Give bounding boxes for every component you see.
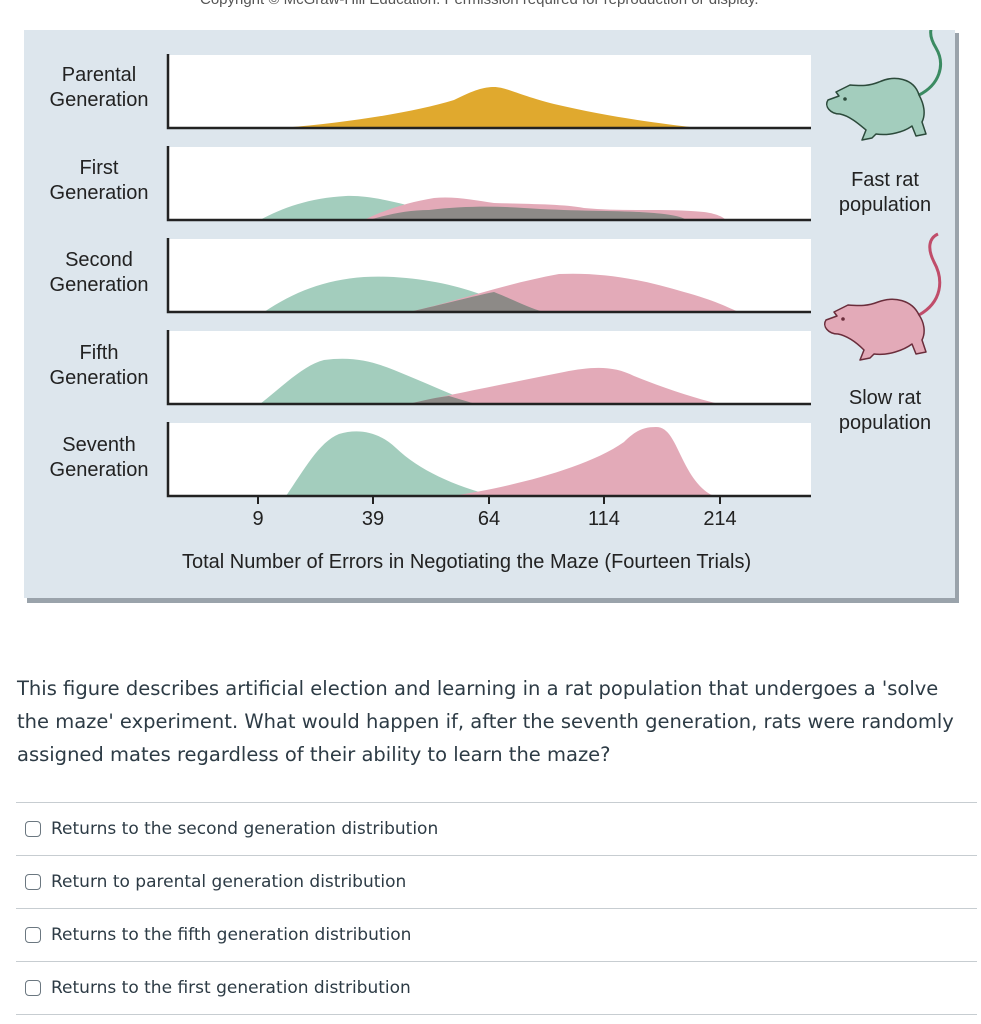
- slow-rat-label-line2: population: [838, 412, 932, 434]
- axis-first: [166, 146, 811, 222]
- answer-radio[interactable]: [25, 980, 41, 996]
- parental-distribution-curve: [282, 87, 699, 128]
- axis-second: [166, 238, 811, 314]
- seventh-gen-slow-curve: [452, 427, 714, 496]
- answer-option-label[interactable]: Return to parental generation distributi…: [51, 872, 407, 892]
- slow-rat-body: [824, 298, 927, 361]
- row-label-parental-line2: Generation: [49, 89, 149, 111]
- seventh-gen-fast-curve: [286, 431, 494, 496]
- fast-rat-label-line1: Fast rat: [851, 169, 919, 191]
- answer-option-second-generation[interactable]: Returns to the second generation distrib…: [16, 803, 977, 856]
- row-label-fifth-line2: Generation: [49, 367, 149, 389]
- question-text: This figure describes artificial electio…: [17, 677, 954, 766]
- answer-option-parental-generation[interactable]: Return to parental generation distributi…: [16, 856, 977, 909]
- row-label-fifth: Fifth Generation: [34, 341, 164, 391]
- answer-option-fifth-generation[interactable]: Returns to the fifth generation distribu…: [16, 909, 977, 962]
- answer-radio[interactable]: [25, 927, 41, 943]
- figure-panel: Parental Generation First Generation Sec…: [24, 30, 955, 598]
- tick-marks: [257, 496, 721, 504]
- figure-copyright-caption: Copyright © McGraw-Hill Education. Permi…: [200, 0, 820, 8]
- tick-label-39: 39: [361, 508, 385, 530]
- row-label-seventh: Seventh Generation: [34, 433, 164, 483]
- answer-option-first-generation[interactable]: Returns to the first generation distribu…: [16, 962, 977, 1015]
- answer-options: Returns to the second generation distrib…: [16, 802, 977, 1015]
- row-label-fifth-line1: Fifth: [79, 342, 119, 364]
- fifth-gen-slow-curve: [409, 367, 719, 404]
- row-label-parental-line1: Parental: [61, 64, 137, 86]
- answer-option-label[interactable]: Returns to the first generation distribu…: [51, 978, 411, 998]
- tick-label-114: 114: [588, 508, 620, 530]
- tick-label-214: 214: [703, 508, 737, 530]
- tick-label-9: 9: [252, 508, 264, 530]
- row-label-seventh-line2: Generation: [49, 459, 149, 481]
- row-label-parental: Parental Generation: [34, 63, 164, 113]
- fast-rat-label: Fast rat population: [820, 168, 950, 218]
- slow-rat-illustration: [824, 232, 942, 361]
- fifth-gen-fast-curve: [260, 358, 476, 404]
- slow-rat-label: Slow rat population: [820, 386, 950, 436]
- axis-fifth: [166, 330, 811, 406]
- slow-rat-label-line1: Slow rat: [848, 387, 922, 409]
- slow-rat-tail: [918, 232, 942, 317]
- fast-rat-body: [826, 77, 927, 141]
- tick-label-64: 64: [477, 508, 501, 530]
- fast-rat-eye: [843, 97, 847, 101]
- row-label-seventh-line1: Seventh: [62, 434, 136, 456]
- answer-option-label[interactable]: Returns to the second generation distrib…: [51, 819, 439, 839]
- second-gen-overlap: [409, 292, 544, 312]
- answer-radio[interactable]: [25, 821, 41, 837]
- row-panel-seventh: [168, 423, 811, 496]
- row-label-second-line2: Generation: [49, 274, 149, 296]
- first-gen-overlap: [369, 206, 686, 220]
- fast-rat-illustration: [826, 30, 942, 141]
- x-axis-title: Total Number of Errors in Negotiating th…: [182, 551, 752, 573]
- fifth-gen-overlap: [409, 396, 476, 404]
- answer-option-label[interactable]: Returns to the fifth generation distribu…: [51, 925, 412, 945]
- distribution-plot: [166, 30, 942, 504]
- axis-parental: [166, 54, 811, 130]
- axis-seventh: [166, 422, 811, 498]
- row-label-second-line1: Second: [65, 249, 133, 271]
- slow-rat-eye: [841, 317, 845, 321]
- row-label-first-line2: Generation: [49, 182, 149, 204]
- row-label-second: Second Generation: [34, 248, 164, 298]
- row-label-first-line1: First: [79, 157, 119, 179]
- fast-rat-tail: [918, 30, 942, 97]
- row-axes: [166, 54, 811, 498]
- row-label-first: First Generation: [34, 156, 164, 206]
- fast-rat-label-line2: population: [838, 194, 932, 216]
- answer-radio[interactable]: [25, 874, 41, 890]
